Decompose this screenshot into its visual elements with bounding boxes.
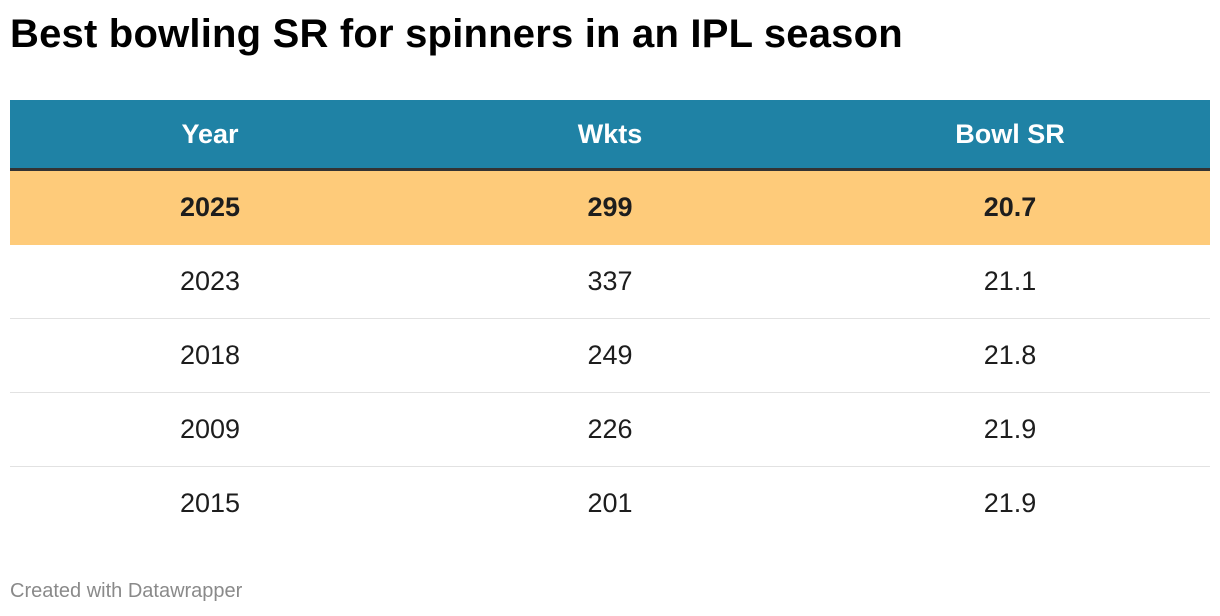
cell-year: 2015 [179,488,241,518]
table-row: 2018 249 21.8 [10,319,1210,393]
cell-bowl-sr: 21.8 [983,340,1037,370]
cell-wkts: 226 [587,414,633,444]
cell-bowl-sr: 20.7 [983,192,1037,222]
datawrapper-credit[interactable]: Created with Datawrapper [10,580,243,602]
column-header-wkts[interactable]: Wkts [577,118,643,149]
cell-bowl-sr: 21.1 [983,266,1037,296]
table-row: 2009 226 21.9 [10,393,1210,467]
cell-bowl-sr: 21.9 [983,414,1037,444]
table-row: 2023 337 21.1 [10,245,1210,319]
cell-year: 2025 [179,192,241,222]
table-header-row: Year Wkts Bowl SR [10,100,1210,171]
cell-wkts: 201 [587,488,633,518]
table-row: 2025 299 20.7 [10,171,1210,245]
column-header-year[interactable]: Year [181,118,239,149]
cell-year: 2023 [179,266,241,296]
cell-bowl-sr: 21.9 [983,488,1037,518]
cell-year: 2009 [179,414,241,444]
column-header-bowl-sr[interactable]: Bowl SR [955,118,1065,149]
cell-wkts: 337 [587,266,633,296]
data-table: Year Wkts Bowl SR 2025 299 20.7 2023 337… [10,100,1210,540]
cell-year: 2018 [179,340,241,370]
chart-title: Best bowling SR for spinners in an IPL s… [10,12,903,56]
cell-wkts: 249 [587,340,633,370]
table-row: 2015 201 21.9 [10,467,1210,540]
cell-wkts: 299 [587,192,633,222]
